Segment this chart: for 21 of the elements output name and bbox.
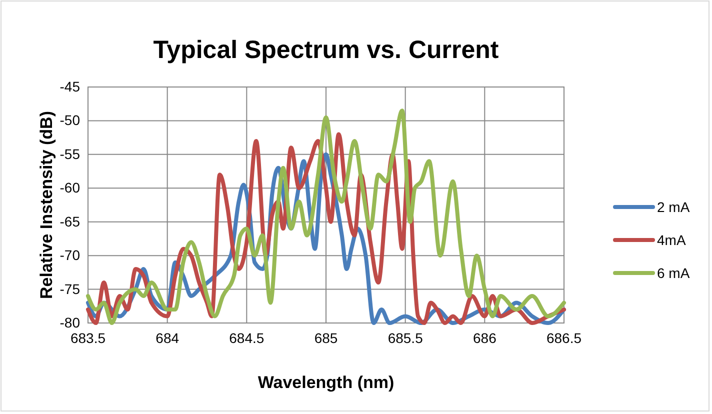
y-tick-label: -65 [60, 213, 80, 230]
y-tick-label: -60 [60, 180, 80, 196]
y-tick-label: -75 [60, 280, 80, 297]
x-tick-label: 684 [156, 330, 180, 346]
y-tick-label: -70 [60, 247, 80, 264]
y-axis-title: Relative Instensity (dB) [37, 111, 56, 299]
y-tick-label: -55 [60, 146, 80, 162]
legend-label: 6 mA [657, 265, 690, 281]
x-axis-title: Wavelength (nm) [258, 373, 394, 392]
x-tick-label: 685.5 [388, 330, 424, 346]
x-tick-label: 686 [472, 330, 497, 346]
y-tick-label: -45 [60, 78, 80, 94]
y-tick-label: -80 [60, 314, 80, 330]
x-tick-label: 685 [314, 330, 338, 346]
x-tick-label: 683.5 [70, 330, 106, 346]
x-tick-label: 686.5 [546, 330, 582, 346]
legend-label: 4mA [657, 232, 686, 248]
x-tick-label: 684.5 [229, 330, 264, 346]
y-tick-label: -50 [60, 112, 80, 128]
legend-label: 2 mA [657, 199, 690, 215]
chart-title: Typical Spectrum vs. Current [153, 36, 500, 64]
